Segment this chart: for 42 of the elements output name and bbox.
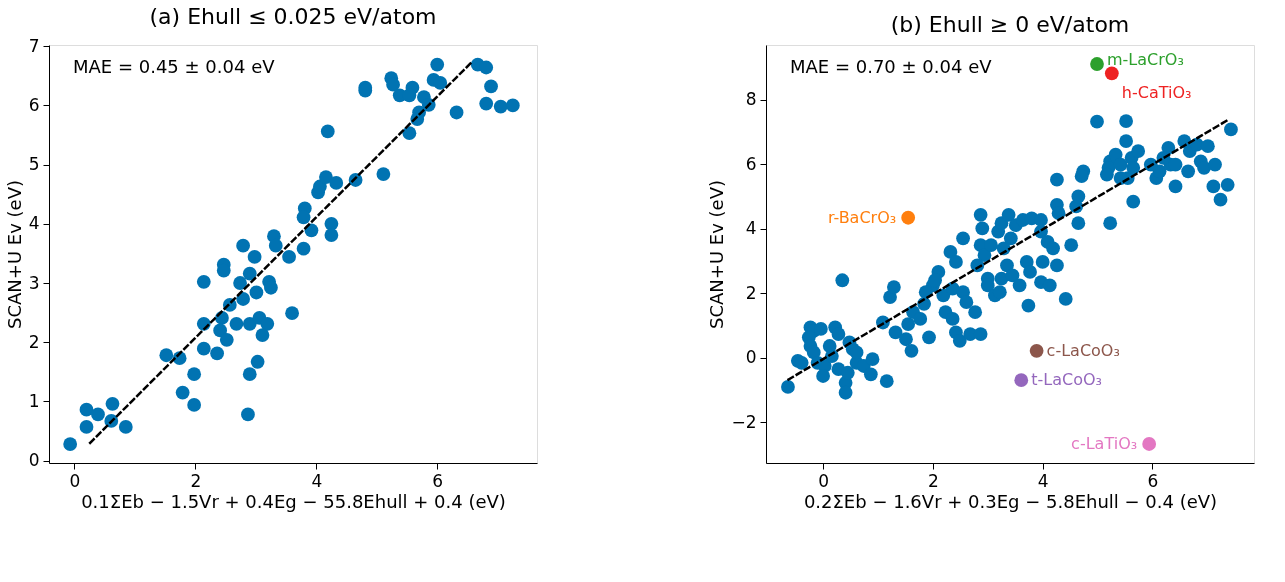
point: [1104, 66, 1119, 81]
x-tick-label: 6: [432, 470, 444, 491]
chart-title: (a) Ehull ≤ 0.025 eV/atom: [149, 4, 437, 30]
x-axis-title: 0.1ΣEb − 1.5Vr + 0.4Eg − 55.8Ehull + 0.4 (eV): [81, 490, 506, 512]
point: [1142, 437, 1157, 451]
x-tick-label: 6: [1147, 470, 1159, 491]
y-tick-label: −2: [731, 411, 757, 432]
y-tick-label: 7: [28, 35, 40, 56]
y-tick-label: 4: [745, 218, 757, 239]
y-tick-label: 6: [745, 153, 757, 174]
x-tick-label: 0: [818, 470, 829, 491]
point: [901, 210, 916, 225]
y-tick-label: 6: [28, 94, 40, 115]
x-tick-label: 4: [311, 470, 323, 491]
y-axis-title: SCAN+U Ev (eV): [706, 180, 728, 329]
y-tick-label: 8: [745, 89, 757, 110]
x-tick-label: 2: [190, 470, 202, 491]
series-label: c-LaTiO₃: [1071, 433, 1138, 453]
y-tick-label: 3: [28, 272, 40, 293]
point: [1029, 343, 1044, 358]
x-tick-label: 4: [1037, 470, 1049, 491]
point: [1014, 373, 1029, 388]
series-label: h-CaTiO₃: [1121, 83, 1192, 103]
x-tick-label: 2: [927, 470, 939, 491]
y-tick-label: 2: [745, 282, 757, 303]
y-tick-label: 4: [28, 213, 40, 234]
series-label: t-LaCoO₃: [1031, 370, 1102, 390]
series-label: r-BaCrO₃: [827, 207, 897, 227]
annotation: MAE = 0.70 ± 0.04 eV: [790, 56, 993, 77]
y-tick-label: 1: [28, 390, 40, 411]
point: [1090, 57, 1104, 71]
annotation: MAE = 0.45 ± 0.04 eV: [73, 56, 276, 77]
x-tick-label: 0: [69, 470, 81, 491]
y-tick-label: 0: [28, 450, 40, 471]
series-label: m-LaCrO₃: [1107, 50, 1184, 70]
chart-title: (b) Ehull ≥ 0 eV/atom: [890, 12, 1130, 37]
y-axis-title: SCAN+U Ev (eV): [3, 180, 25, 329]
series-label: c-LaCoO₃: [1046, 340, 1120, 360]
x-axis-title: 0.2ΣEb − 1.6Vr + 0.3Eg − 5.8Ehull − 0.4 (eV): [803, 490, 1218, 512]
y-tick-label: 2: [28, 331, 40, 352]
y-tick-label: 5: [28, 154, 40, 175]
y-tick-label: 0: [745, 347, 757, 368]
